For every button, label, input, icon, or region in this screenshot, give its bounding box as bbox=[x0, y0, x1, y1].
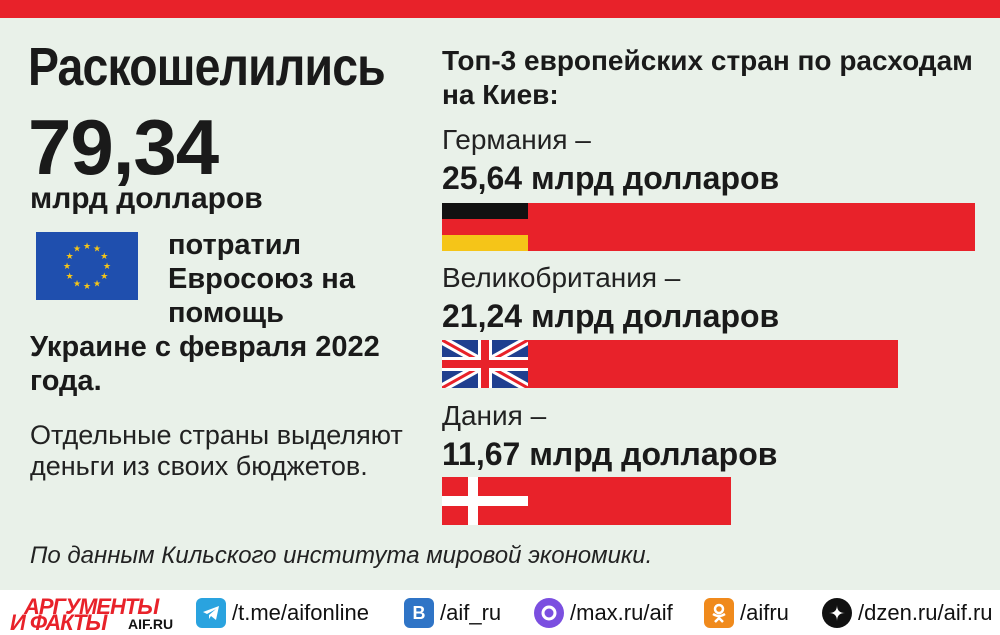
eu-flag-icon: ★ ★ ★ ★ ★ ★ ★ ★ ★ ★ ★ ★ bbox=[36, 232, 138, 300]
aif-logo[interactable]: АРГУМЕНТЫ И ФАКТЫ AIF.RU bbox=[10, 594, 180, 635]
logo-line1: АРГУМЕНТЫ bbox=[24, 594, 159, 619]
eu-star: ★ bbox=[63, 261, 71, 271]
ok-icon bbox=[704, 598, 734, 628]
footer: АРГУМЕНТЫ И ФАКТЫ AIF.RU /t.me/aifonline… bbox=[0, 590, 1000, 635]
amount-label: 21,24 млрд долларов bbox=[442, 298, 780, 334]
total-unit: млрд долларов bbox=[30, 182, 263, 215]
country-label: Великобритания – bbox=[442, 262, 681, 293]
denmark-flag-icon bbox=[442, 477, 528, 525]
note-text: Отдельные страны выделяют деньги из свои… bbox=[30, 420, 403, 481]
uk-flag-icon bbox=[442, 340, 528, 388]
eu-star: ★ bbox=[83, 281, 91, 291]
eu-star: ★ bbox=[83, 241, 91, 251]
eu-star: ★ bbox=[100, 251, 108, 261]
bar-germany bbox=[528, 203, 975, 251]
vk-icon: В bbox=[404, 598, 434, 628]
eu-star: ★ bbox=[93, 244, 101, 254]
eu-star: ★ bbox=[66, 271, 74, 281]
amount-label: 11,67 млрд долларов bbox=[442, 436, 778, 472]
logo-line2: И ФАКТЫ bbox=[10, 610, 107, 635]
dzen-icon bbox=[822, 598, 852, 628]
eu-star: ★ bbox=[93, 278, 101, 288]
headline: Раскошелились bbox=[28, 37, 386, 97]
source-note: По данным Кильского института мировой эк… bbox=[30, 542, 653, 569]
logo-site: AIF.RU bbox=[128, 616, 174, 632]
germany-flag-icon bbox=[442, 203, 528, 251]
amount-label: 25,64 млрд долларов bbox=[442, 160, 780, 196]
max-icon bbox=[534, 598, 564, 628]
total-amount: 79,34 bbox=[28, 103, 219, 191]
eu-description-continued: Украине с февраля 2022 года. bbox=[30, 331, 380, 397]
social-link-dzen[interactable]: /dzen.ru/aif.ru bbox=[822, 596, 993, 630]
country-label: Дания – bbox=[442, 400, 547, 431]
eu-description: потратил Евросоюз на помощь bbox=[168, 229, 355, 329]
eu-star: ★ bbox=[73, 278, 81, 288]
chart-title: Топ-3 европейских стран по расходам на К… bbox=[442, 45, 973, 110]
social-link-text: /max.ru/aif bbox=[570, 600, 673, 625]
social-link-telegram[interactable]: /t.me/aifonline bbox=[196, 596, 369, 630]
social-link-ok[interactable]: /aifru bbox=[704, 596, 789, 630]
eu-star: ★ bbox=[100, 271, 108, 281]
social-link-text: /dzen.ru/aif.ru bbox=[858, 600, 993, 625]
telegram-icon bbox=[196, 598, 226, 628]
social-link-text: /t.me/aifonline bbox=[232, 600, 369, 625]
bar-uk bbox=[528, 340, 898, 388]
social-link-text: /aif_ru bbox=[440, 600, 502, 625]
top-red-bar bbox=[0, 0, 1000, 18]
eu-star: ★ bbox=[66, 251, 74, 261]
bar-denmark bbox=[528, 477, 731, 525]
social-link-vk[interactable]: В /aif_ru bbox=[404, 596, 501, 630]
social-link-max[interactable]: /max.ru/aif bbox=[534, 596, 673, 630]
country-label: Германия – bbox=[442, 124, 591, 155]
social-link-text: /aifru bbox=[740, 600, 789, 625]
eu-star: ★ bbox=[103, 261, 111, 271]
eu-star: ★ bbox=[73, 244, 81, 254]
